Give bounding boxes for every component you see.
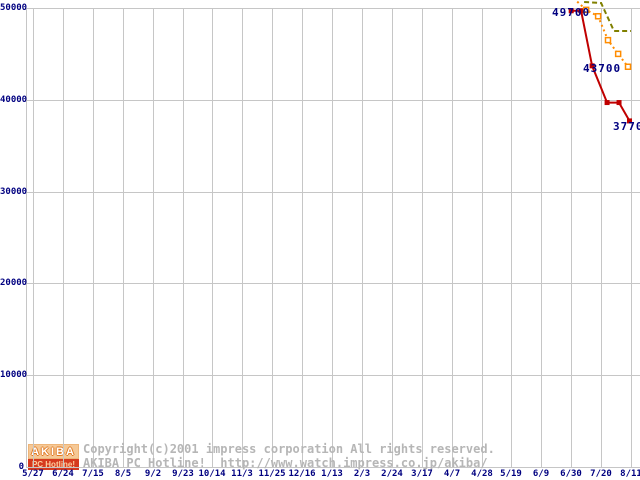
data-point-marker bbox=[578, 8, 584, 14]
data-point-marker bbox=[568, 8, 574, 14]
data-point-marker bbox=[604, 36, 612, 44]
data-point-marker bbox=[604, 100, 610, 106]
x-tick-label: 12/16 bbox=[288, 469, 316, 479]
akiba-logo-subtitle: PC Hotline! bbox=[28, 459, 79, 470]
x-tick-label: 6/9 bbox=[532, 469, 550, 479]
x-tick-label: 7/20 bbox=[590, 469, 612, 479]
x-tick-label: 2/3 bbox=[353, 469, 371, 479]
price-label: 49700 bbox=[552, 6, 591, 19]
x-tick-label: 5/27 bbox=[22, 469, 44, 479]
y-tick-label: 30000 bbox=[0, 187, 28, 197]
y-tick-label: 40000 bbox=[0, 95, 28, 105]
data-point-marker bbox=[624, 63, 632, 71]
y-tick-label: 50000 bbox=[0, 3, 28, 13]
data-point-marker bbox=[589, 63, 595, 69]
y-tick-label: 20000 bbox=[0, 278, 28, 288]
data-point-marker bbox=[582, 6, 590, 14]
x-tick-label: 11/3 bbox=[231, 469, 253, 479]
x-tick-label: 8/5 bbox=[114, 469, 132, 479]
x-tick-label: 4/7 bbox=[443, 469, 461, 479]
y-tick-label: 0 bbox=[18, 462, 24, 472]
series-line-price-olive-dashed bbox=[584, 1, 631, 32]
x-tick-label: 8/11 bbox=[620, 469, 640, 479]
x-tick-label: 11/25 bbox=[258, 469, 286, 479]
y-tick-label: 10000 bbox=[0, 370, 28, 380]
x-tick-label: 10/14 bbox=[198, 469, 226, 479]
x-tick-label: 1/13 bbox=[321, 469, 343, 479]
x-tick-label: 9/23 bbox=[172, 469, 194, 479]
x-tick-label: 5/19 bbox=[500, 469, 522, 479]
data-point-marker bbox=[616, 100, 622, 106]
x-tick-label: 6/24 bbox=[52, 469, 74, 479]
x-tick-label: 4/28 bbox=[471, 469, 493, 479]
copyright-text: Copyright(c)2001 impress corporation All… bbox=[83, 442, 495, 456]
data-point-marker bbox=[594, 13, 602, 20]
x-tick-label: 7/15 bbox=[82, 469, 104, 479]
x-tick-label: 2/24 bbox=[381, 469, 403, 479]
data-point-marker bbox=[614, 50, 622, 58]
price-label: 37700 bbox=[613, 120, 640, 133]
x-tick-label: 9/2 bbox=[144, 469, 162, 479]
price-label: 43700 bbox=[583, 62, 622, 75]
data-point-marker bbox=[627, 118, 633, 124]
x-tick-label: 6/30 bbox=[560, 469, 582, 479]
x-tick-label: 3/17 bbox=[411, 469, 433, 479]
site-url-text: AKIBA PC Hotline! http://www.watch.impre… bbox=[83, 456, 488, 470]
